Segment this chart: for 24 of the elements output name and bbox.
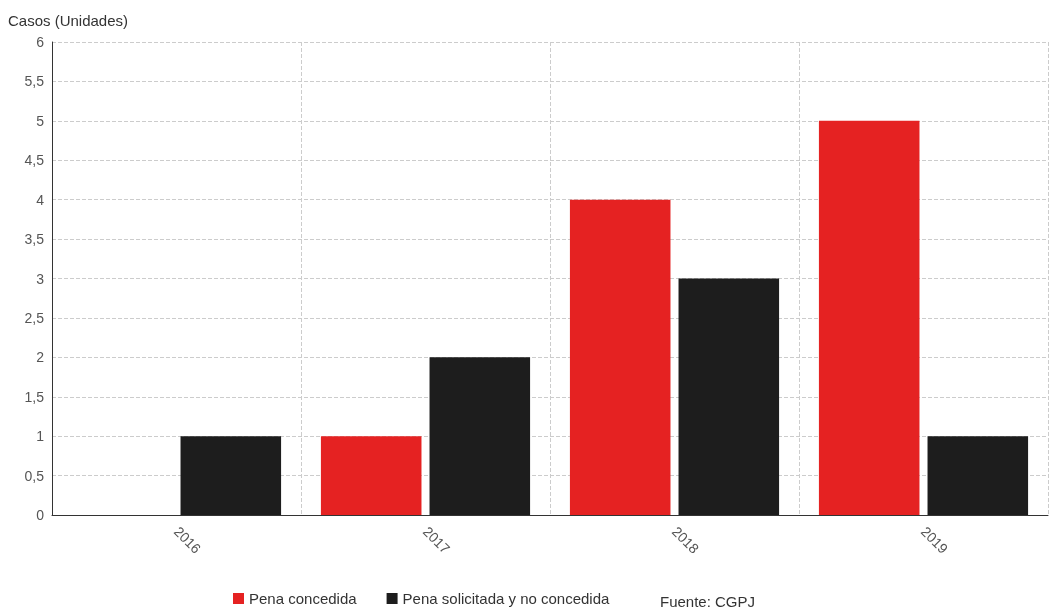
y-tick-label: 2,5	[24, 309, 45, 326]
y-tick-label: 2	[36, 349, 45, 366]
y-tick-label: 4	[36, 191, 45, 208]
y-tick-label: 0,5	[24, 467, 45, 484]
bar	[818, 120, 920, 515]
y-tick-label: 5	[36, 112, 45, 129]
y-tick-label: 6	[36, 34, 45, 50]
bar	[927, 436, 1029, 515]
y-tick-label: 3	[36, 270, 45, 287]
bar	[569, 199, 671, 515]
y-tick-label: 4,5	[24, 152, 45, 169]
y-tick-label: 0	[36, 507, 45, 523]
bar	[678, 278, 780, 515]
bar	[320, 436, 422, 515]
bar	[180, 436, 282, 515]
y-axis-title: Casos (Unidades)	[8, 12, 129, 29]
legend-label: Pena solicitada y no concedida	[402, 590, 611, 607]
y-tick-label: 1	[36, 428, 45, 445]
legend-label: Pena concedida	[249, 590, 358, 607]
y-tick-label: 3,5	[24, 231, 45, 248]
y-tick-label: 5,5	[24, 73, 45, 90]
bar	[429, 357, 531, 515]
y-tick-label: 1,5	[24, 388, 45, 405]
source-note: Fuente: CGPJ	[660, 593, 756, 610]
